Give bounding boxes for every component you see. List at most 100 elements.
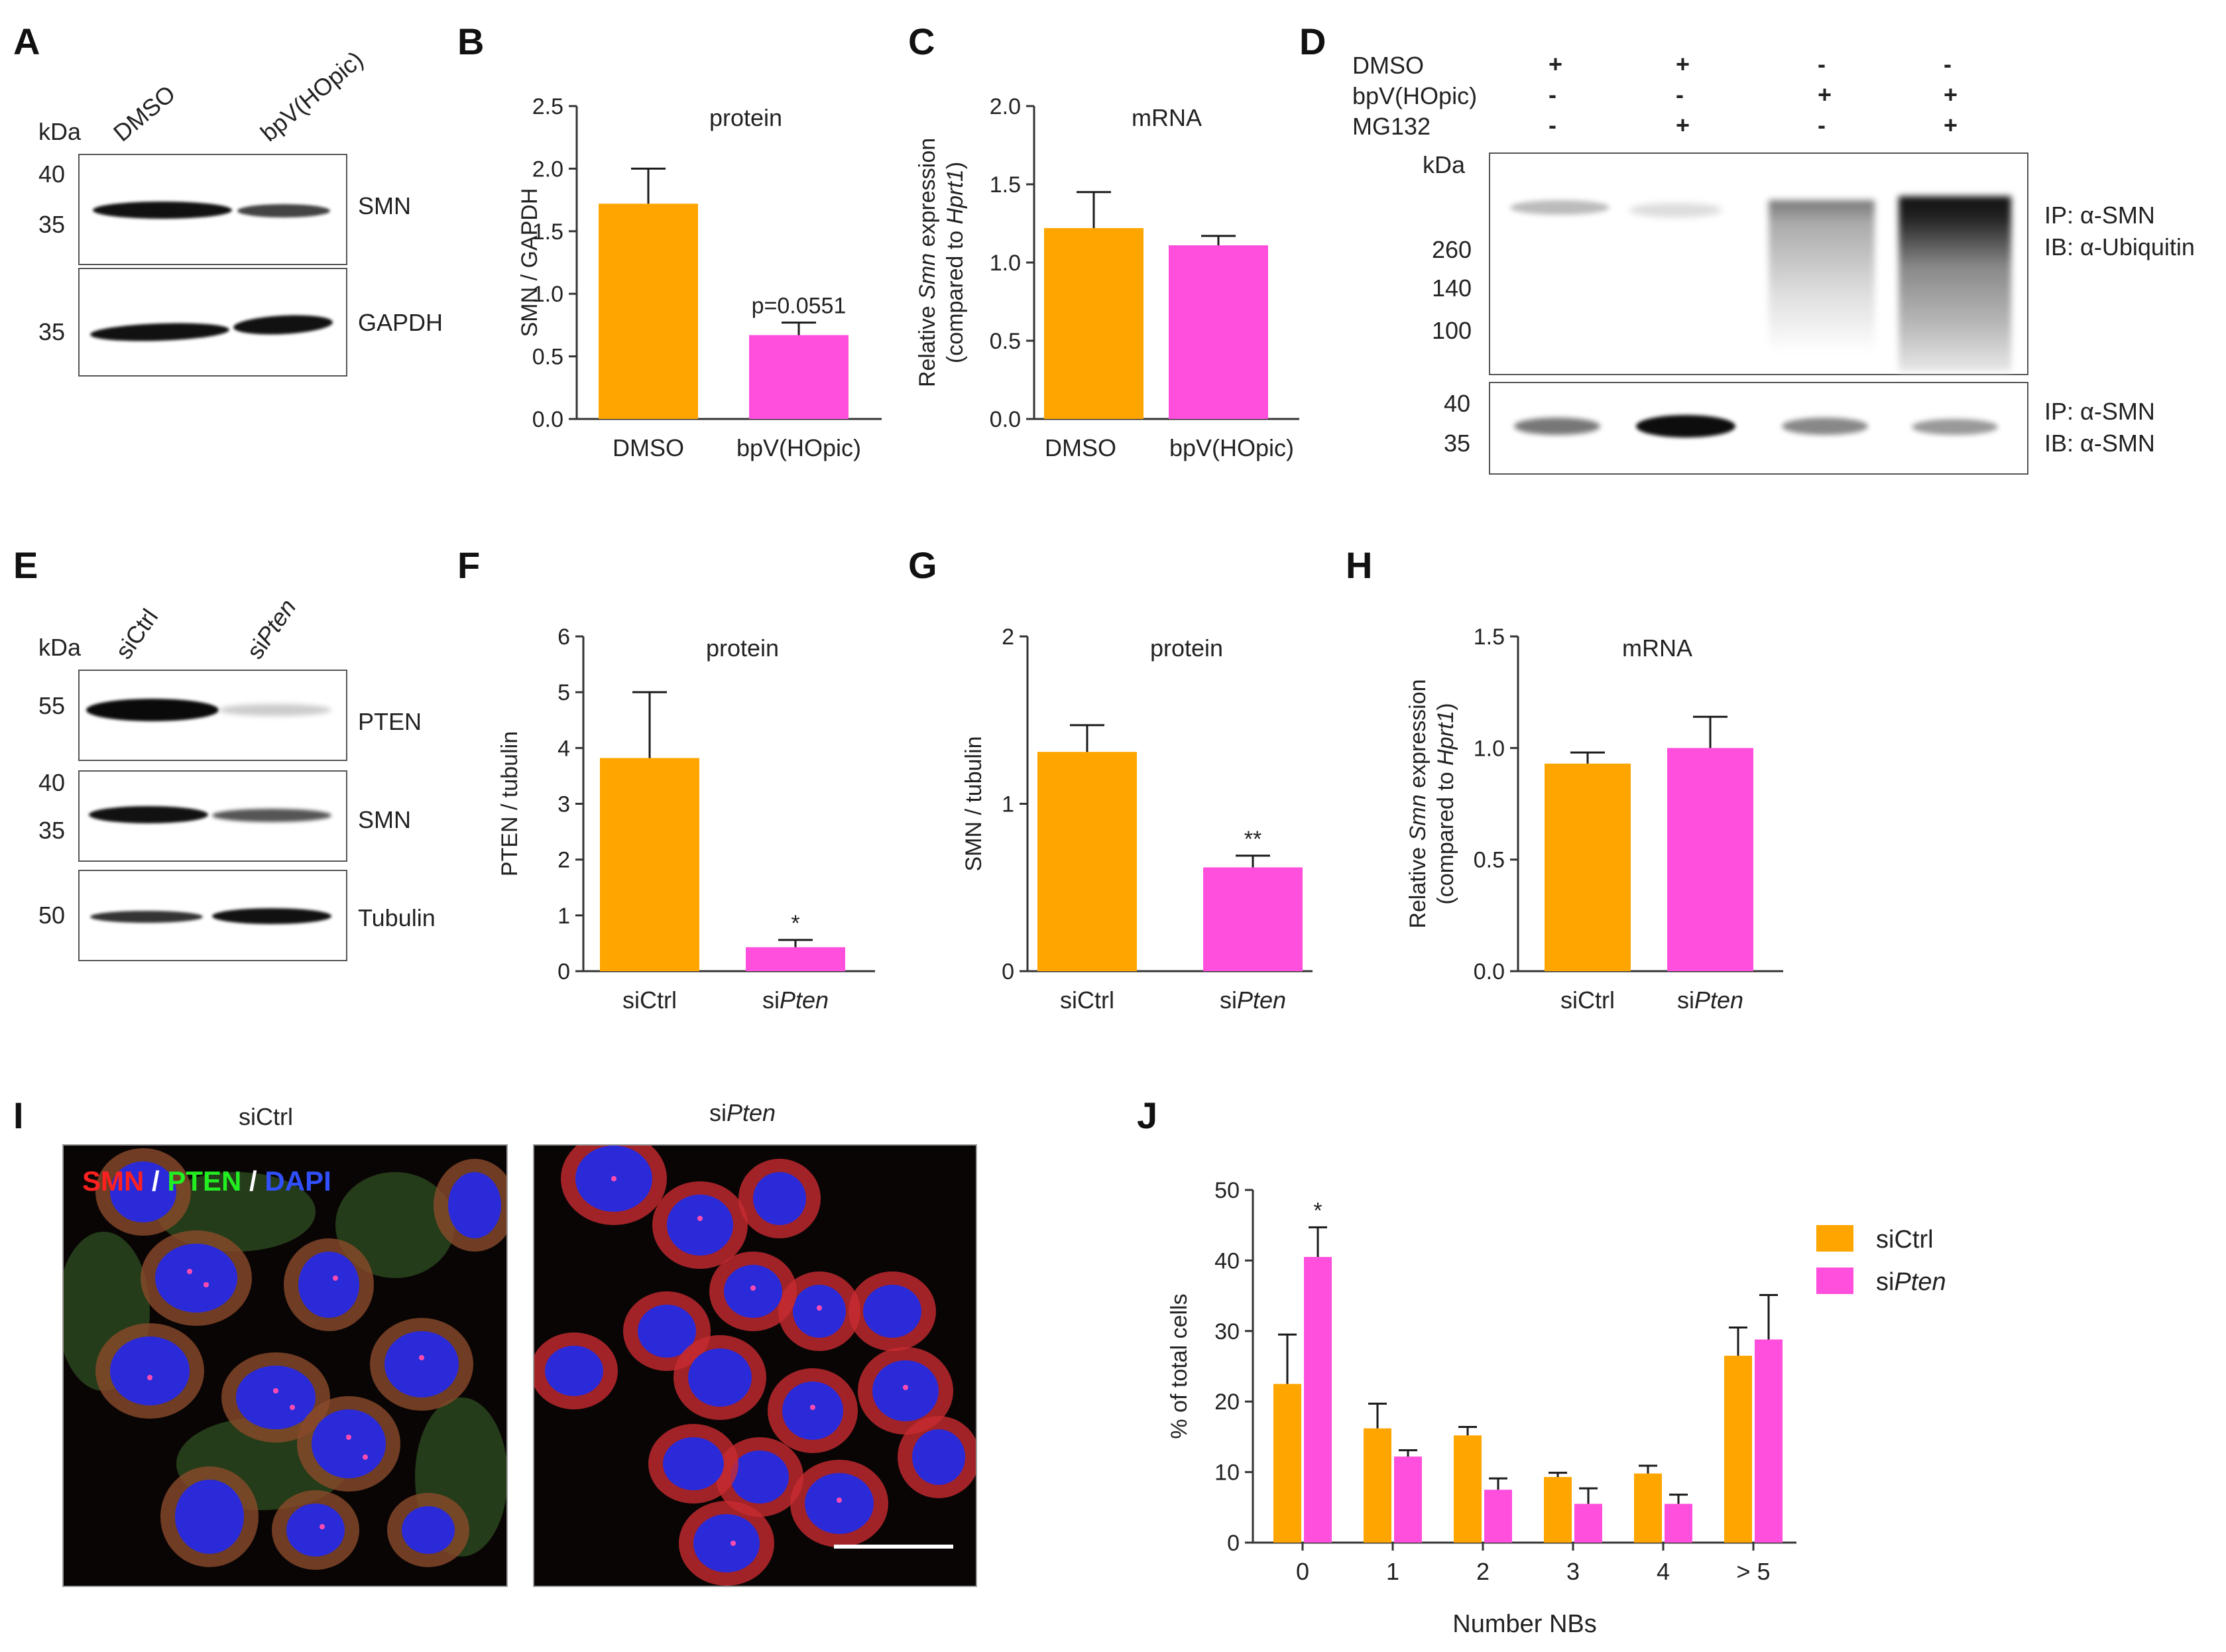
band	[90, 911, 203, 923]
y-tick-label: 0.0	[1474, 959, 1505, 984]
x-tick-label: bpV(HOpic)	[736, 434, 861, 461]
tubulin-blot	[78, 870, 347, 961]
x-tick-label: DMSO	[613, 434, 684, 461]
label-part: si	[1677, 986, 1694, 1014]
label-part: Pten	[1237, 986, 1286, 1014]
nucleus	[663, 1437, 724, 1490]
legend-label-sipten: siPten	[1876, 1268, 1946, 1296]
bar-1	[1667, 748, 1753, 971]
significance-label: *	[791, 911, 799, 936]
nuclear-body	[147, 1375, 152, 1380]
marker-260: 260	[1432, 236, 1472, 263]
chart-title: protein	[1150, 634, 1223, 662]
separator: /	[241, 1165, 265, 1197]
nuclear-body	[363, 1454, 368, 1460]
y-tick-label: 10	[1214, 1460, 1240, 1486]
nuclear-body	[419, 1355, 424, 1360]
significance-label: *	[1313, 1198, 1322, 1223]
smn-ip-blot	[1489, 382, 2028, 475]
x-tick-label: 0	[1296, 1558, 1309, 1585]
bar-siPten	[1665, 1504, 1692, 1543]
band	[212, 908, 331, 924]
nucleus	[312, 1409, 386, 1478]
lane-label-sictrl: siCtrl	[109, 603, 164, 664]
y-tick-label: 30	[1214, 1319, 1240, 1344]
nucleus	[782, 1382, 843, 1440]
nucleus	[793, 1285, 846, 1338]
label-part: expression	[915, 138, 940, 253]
bar-siPten	[1394, 1456, 1422, 1543]
y-tick-label: 6	[557, 624, 570, 650]
kda-label: kDa	[1423, 151, 1466, 178]
band	[93, 202, 232, 219]
y-tick-label: 2	[557, 848, 570, 873]
marker-40: 40	[38, 769, 66, 796]
nuclear-body	[810, 1405, 815, 1410]
cond-label-mg132: MG132	[1352, 113, 1431, 140]
gapdh-blot	[78, 268, 347, 377]
y-tick-label: 1.0	[990, 251, 1021, 276]
stain-dapi: DAPI	[264, 1165, 331, 1197]
nucleus	[155, 1244, 237, 1313]
label-part: (compared to	[1433, 766, 1458, 905]
label-part: )	[943, 162, 968, 169]
nuclear-body	[697, 1216, 703, 1221]
nucleus	[286, 1504, 345, 1557]
ubiquitin-blot	[1489, 152, 2028, 375]
nucleus	[688, 1348, 752, 1407]
nuclear-body	[290, 1405, 295, 1410]
bar-siCtrl	[1634, 1473, 1662, 1543]
y-axis-label: SMN / GAPDH	[517, 188, 542, 337]
label-part: Relative	[1405, 841, 1431, 928]
treatment-mark: -	[1944, 50, 1952, 78]
bar-siPten	[1304, 1257, 1332, 1543]
y-axis-label: PTEN / tubulin	[497, 731, 522, 876]
legend-swatch-sipten	[1816, 1268, 1853, 1294]
nuclear-body	[903, 1385, 908, 1390]
y-tick-label: 1.5	[1474, 624, 1505, 650]
bar-siCtrl	[1454, 1435, 1482, 1543]
marker-100: 100	[1432, 317, 1472, 344]
label-part: expression	[1405, 679, 1431, 794]
stain-smn: SMN	[82, 1165, 145, 1197]
nuclear-body	[346, 1435, 351, 1440]
panel-letter-j: J	[1137, 1094, 1158, 1136]
legend-label-sictrl: siCtrl	[1876, 1226, 1934, 1254]
nucleus	[110, 1161, 176, 1222]
nucleus	[175, 1480, 244, 1554]
marker-55: 55	[38, 692, 66, 719]
ip-label-top: IP: α-SMN	[2044, 202, 2155, 229]
panel-letter-b: B	[457, 21, 485, 62]
nuclear-body	[817, 1305, 822, 1311]
blot-label-tubulin: Tubulin	[358, 904, 436, 931]
smn-blot	[78, 770, 347, 862]
marker-40: 40	[1444, 390, 1471, 417]
pten-blot	[78, 670, 347, 761]
y-tick-label: 5	[557, 680, 570, 705]
bar-0	[600, 758, 699, 971]
nucleus	[724, 1265, 782, 1318]
y-tick-label: 50	[1214, 1178, 1240, 1203]
label-part: Smn	[915, 253, 940, 300]
y-tick-label: 0	[1002, 959, 1014, 984]
bar-siCtrl	[1364, 1428, 1391, 1543]
y-tick-label: 4	[557, 736, 570, 761]
nucleus	[638, 1305, 696, 1358]
scale-bar	[834, 1545, 953, 1549]
treatment-mark: +	[1818, 81, 1832, 108]
smear	[1899, 196, 2011, 371]
bar-siPten	[1574, 1504, 1602, 1543]
x-tick-label: 4	[1657, 1558, 1670, 1585]
y-axis-label-line2: (compared to Hprt1)	[1433, 703, 1458, 904]
pten-stain	[335, 1172, 455, 1278]
bar-1	[1203, 867, 1303, 971]
nuclear-body	[204, 1282, 209, 1287]
smn-blot	[78, 154, 347, 265]
y-tick-label: 2	[1002, 624, 1014, 650]
chart-title: mRNA	[1622, 634, 1692, 662]
significance-label: **	[1244, 827, 1261, 852]
y-tick-label: 1.5	[532, 219, 563, 245]
band	[89, 806, 208, 823]
ip-label-bottom: IP: α-SMN	[2044, 398, 2155, 425]
x-tick-label: siCtrl	[622, 986, 677, 1014]
